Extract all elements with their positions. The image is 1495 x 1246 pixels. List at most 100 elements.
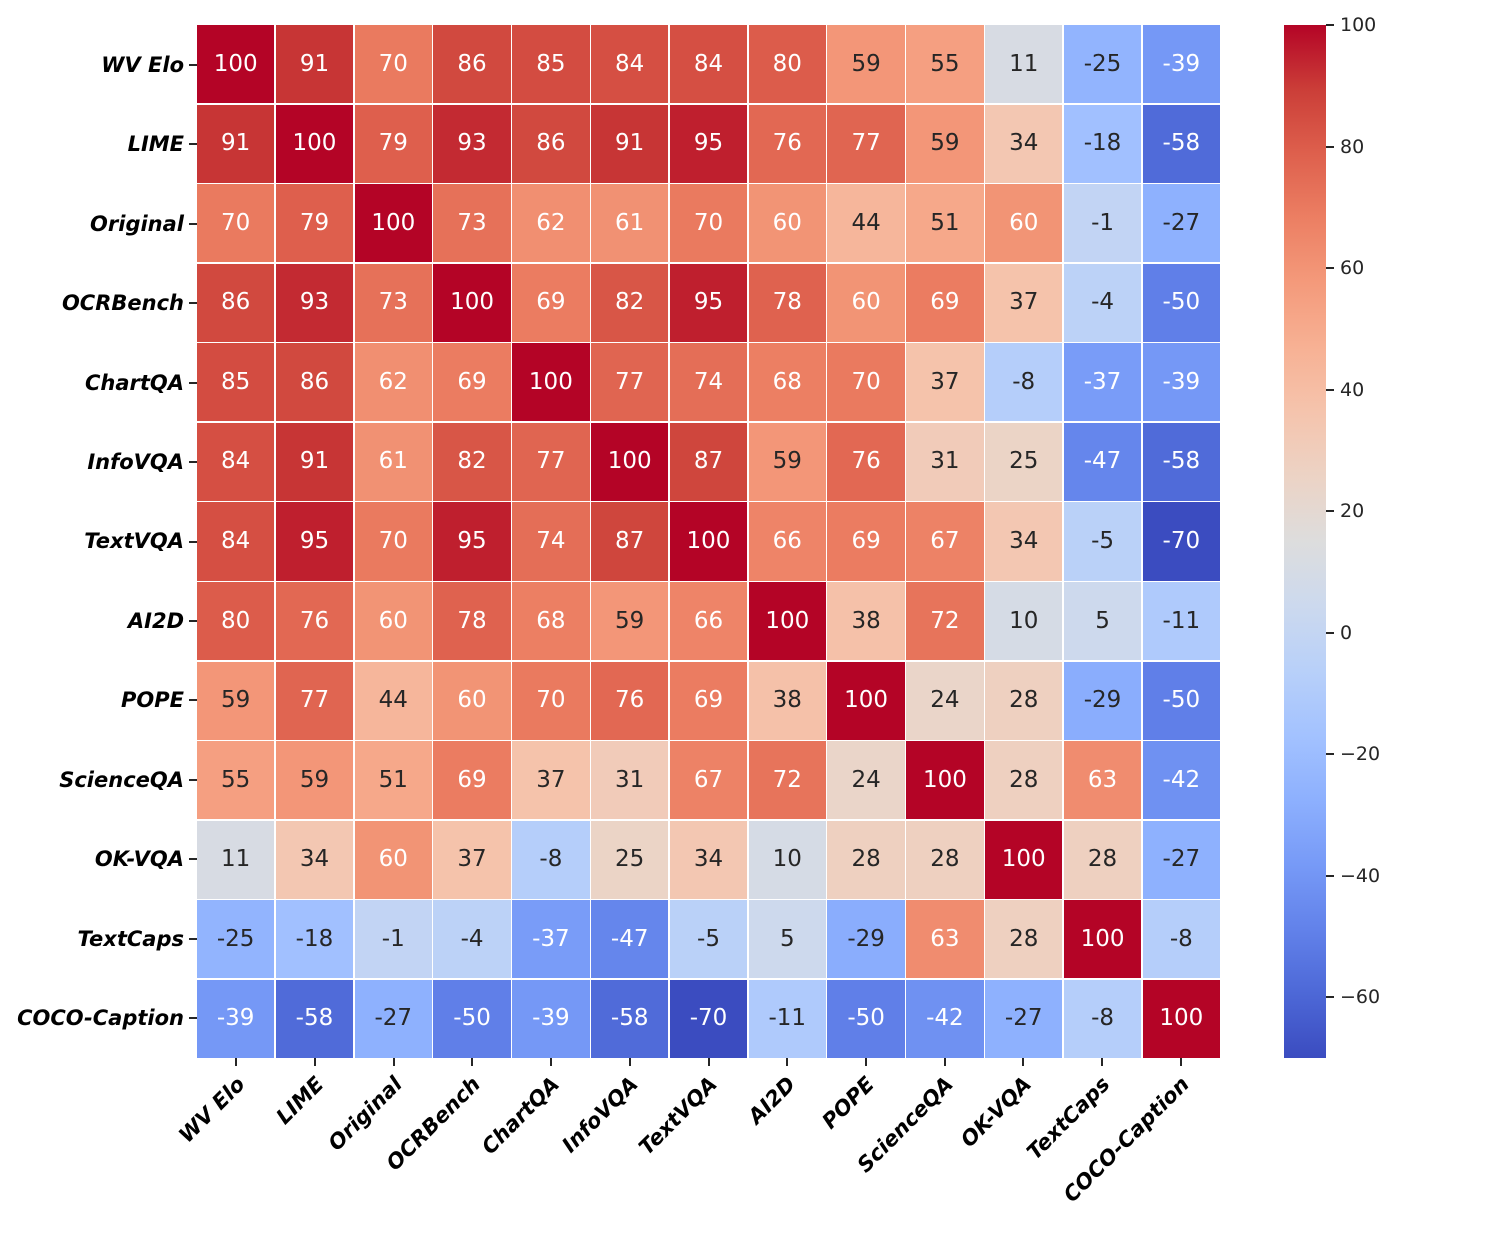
heatmap-cell: 5: [1063, 582, 1142, 661]
x-tick-mark: [1100, 1058, 1103, 1066]
y-tick-mark: [189, 540, 197, 543]
heatmap-cell: 34: [669, 820, 748, 899]
heatmap-cell: 59: [591, 582, 669, 661]
heatmap-cell: 67: [906, 502, 984, 581]
colorbar-tick-mark: [1326, 145, 1334, 148]
heatmap-cell: 68: [748, 343, 826, 422]
x-tick-mark: [786, 1058, 789, 1066]
heatmap-cell: 91: [275, 25, 354, 104]
heatmap-cell: 37: [512, 741, 590, 820]
colorbar-tick-mark: [1326, 753, 1334, 756]
heatmap-cell: -37: [1063, 343, 1142, 422]
heatmap-cell: 60: [748, 184, 826, 263]
y-tick-mark: [189, 143, 197, 146]
heatmap-cell: 87: [591, 502, 669, 581]
y-tick-mark: [189, 381, 197, 384]
heatmap-cell: -25: [197, 900, 275, 979]
heatmap-cell: -50: [433, 979, 511, 1058]
heatmap-cell: 60: [354, 582, 432, 661]
heatmap-cell: -70: [1142, 502, 1220, 581]
heatmap-cell: 69: [827, 502, 905, 581]
heatmap-cell: -47: [1063, 422, 1142, 501]
heatmap-cell: 100: [591, 422, 669, 501]
heatmap-cell: -50: [1142, 661, 1220, 740]
heatmap-cell: -39: [512, 979, 590, 1058]
heatmap-cell: 86: [275, 343, 354, 422]
colorbar-tick-mark: [1326, 24, 1334, 26]
x-tick-label: ChartQA: [477, 1072, 565, 1160]
heatmap-cell: -1: [1063, 184, 1142, 263]
y-tick-label: WV Elo: [101, 52, 184, 77]
heatmap-cell: 100: [354, 184, 432, 263]
colorbar-tick-label: 20: [1340, 500, 1365, 523]
heatmap-cell: 70: [669, 184, 748, 263]
heatmap-cell: -58: [275, 979, 354, 1058]
heatmap-cell: 11: [985, 25, 1063, 104]
heatmap-cell: 70: [197, 184, 275, 263]
heatmap-cell: 69: [669, 661, 748, 740]
heatmap-cell: 59: [197, 661, 275, 740]
y-tick-label: POPE: [121, 688, 184, 713]
heatmap-cell: 82: [591, 263, 669, 342]
colorbar-tick-label: 100: [1340, 14, 1377, 36]
heatmap-cell: 100: [669, 502, 748, 581]
colorbar-tick-mark: [1326, 510, 1334, 513]
heatmap-cell: 91: [591, 104, 669, 183]
heatmap-cell: 79: [275, 184, 354, 263]
heatmap-cell: 34: [985, 104, 1063, 183]
heatmap-cell: 28: [827, 820, 905, 899]
heatmap-cell: -29: [827, 900, 905, 979]
heatmap-cell: 78: [748, 263, 826, 342]
heatmap-cell: -25: [1063, 25, 1142, 104]
heatmap-cell: -58: [591, 979, 669, 1058]
heatmap-cell: 61: [591, 184, 669, 263]
heatmap-cell: 100: [1142, 979, 1220, 1058]
colorbar-tick-label: 0: [1340, 621, 1353, 644]
heatmap-cell: 38: [827, 582, 905, 661]
heatmap-cell: 25: [985, 422, 1063, 501]
x-tick-label: Original: [323, 1072, 407, 1156]
heatmap-cell: 11: [197, 820, 275, 899]
heatmap-cell: -50: [827, 979, 905, 1058]
heatmap-cell: 28: [906, 820, 984, 899]
heatmap-cell: 84: [197, 422, 275, 501]
heatmap-cell: 60: [354, 820, 432, 899]
heatmap-cell: -1: [354, 900, 432, 979]
heatmap-cell: 70: [354, 502, 432, 581]
colorbar-tick-mark: [1326, 996, 1334, 999]
x-tick-label: AI2D: [743, 1072, 801, 1129]
y-tick-mark: [189, 778, 197, 781]
heatmap-cell: 5: [748, 900, 826, 979]
colorbar-tick-label: −20: [1340, 743, 1381, 766]
x-tick-mark: [943, 1058, 946, 1066]
y-tick-label: COCO-Caption: [17, 1006, 184, 1031]
heatmap-cell: -11: [748, 979, 826, 1058]
x-tick-mark: [1022, 1058, 1025, 1066]
y-tick-label: AI2D: [127, 608, 184, 633]
heatmap-cell: -58: [1142, 104, 1220, 183]
heatmap-cell: 24: [906, 661, 984, 740]
y-tick-mark: [189, 222, 197, 225]
heatmap-cell: 93: [275, 263, 354, 342]
x-tick-mark: [392, 1058, 395, 1066]
y-tick-label: Original: [90, 211, 184, 236]
heatmap-cell: 76: [827, 422, 905, 501]
heatmap-cell: 86: [433, 25, 511, 104]
heatmap-cell: 77: [512, 422, 590, 501]
heatmap-cell: 73: [354, 263, 432, 342]
colorbar-tick-label: 40: [1340, 378, 1365, 401]
heatmap-cell: -42: [906, 979, 984, 1058]
heatmap-cell: 68: [512, 582, 590, 661]
heatmap-cell: 85: [197, 343, 275, 422]
heatmap-cell: 100: [906, 741, 984, 820]
heatmap-cell: 70: [827, 343, 905, 422]
heatmap-cell: 79: [354, 104, 432, 183]
x-tick-label: LIME: [271, 1072, 329, 1129]
y-tick-label: LIME: [127, 132, 184, 157]
heatmap-cell: 10: [748, 820, 826, 899]
heatmap-cell: 95: [669, 263, 748, 342]
x-tick-mark: [707, 1058, 710, 1066]
heatmap-cell: 63: [1063, 741, 1142, 820]
heatmap-cell: -27: [1142, 820, 1220, 899]
heatmap-cell: 91: [275, 422, 354, 501]
